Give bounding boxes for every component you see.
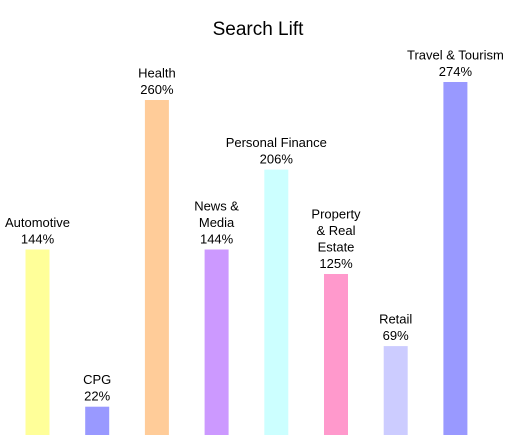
chart-title: Search Lift: [213, 19, 305, 40]
bar-news-media: [204, 249, 229, 435]
bar-category-label: News &: [194, 199, 239, 214]
bar-value-label: 144%: [21, 232, 55, 247]
bar-retail: [383, 346, 408, 435]
bar-category-label: & Real: [316, 223, 355, 238]
bar-value-label: 69%: [383, 328, 409, 343]
bar-category-label: CPG: [83, 372, 111, 387]
bar-travel-tourism: [443, 82, 468, 435]
bar-value-label: 125%: [319, 256, 353, 271]
bar-value-label: 206%: [260, 152, 294, 167]
bar-property-real-estate: [324, 274, 348, 435]
bar-value-label: 274%: [439, 64, 473, 79]
bar-category-label: Media: [199, 215, 235, 230]
bar-cpg: [85, 406, 110, 435]
bar-category-label: Retail: [379, 312, 412, 327]
bar-value-label: 22%: [84, 389, 110, 404]
bar-category-label: Automotive: [5, 215, 70, 230]
bar-value-label: 260%: [140, 82, 174, 97]
bar-value-label: 144%: [200, 232, 234, 247]
bar-automotive: [25, 249, 50, 435]
bar-category-label: Estate: [318, 240, 355, 255]
bar-category-label: Health: [138, 66, 176, 81]
bar-category-label: Property: [311, 207, 361, 222]
bar-category-label: Travel & Tourism: [407, 48, 504, 63]
bar-health: [144, 100, 169, 435]
bar-category-label: Personal Finance: [226, 135, 327, 150]
bar-personal-finance: [264, 169, 289, 435]
